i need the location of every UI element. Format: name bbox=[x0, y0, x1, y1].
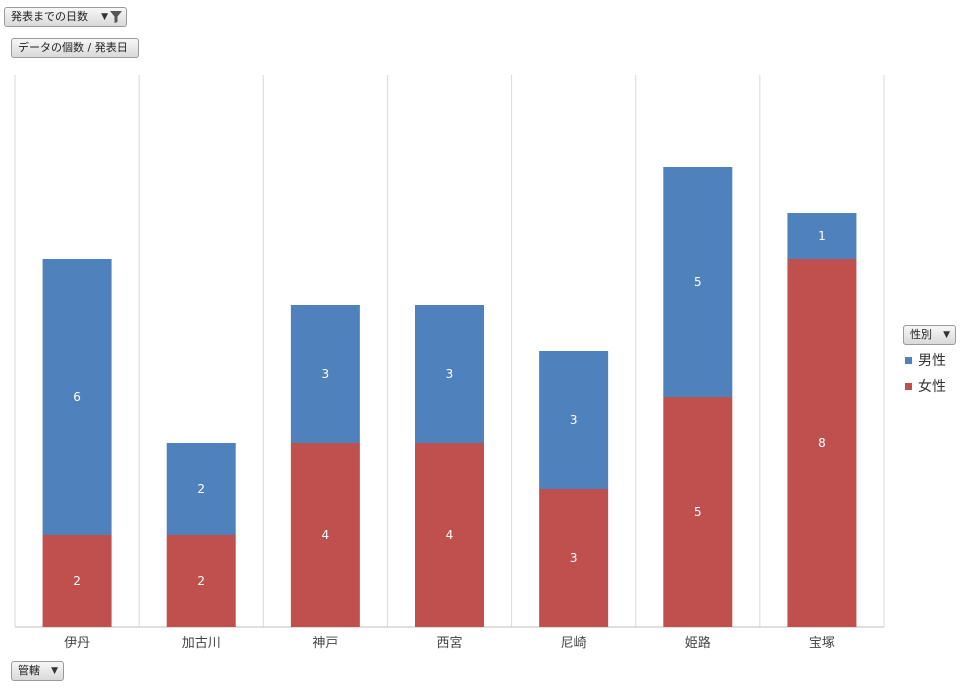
bar-segment bbox=[539, 489, 609, 627]
legend-field-label: 性別 bbox=[910, 328, 932, 341]
legend-swatch bbox=[905, 356, 912, 364]
values-field-label: データの個数 / 発表日 bbox=[18, 41, 128, 54]
legend-item: 女性 bbox=[905, 373, 946, 399]
x-tick-label: 宝塚 bbox=[809, 636, 835, 651]
axis-field-button[interactable]: 管轄 ▼ bbox=[11, 661, 64, 681]
bar-segment bbox=[539, 351, 609, 489]
x-tick-label: 西宮 bbox=[436, 635, 462, 651]
data-label: 3 bbox=[570, 413, 578, 427]
chart-data-labels: 2 6 2 2 4 3 4 3 3 3 5 5 8 1 bbox=[73, 229, 825, 588]
data-label: 8 bbox=[818, 436, 826, 450]
report-filter-button[interactable]: 発表までの日数 ▼ bbox=[4, 7, 127, 27]
data-label: 3 bbox=[322, 367, 330, 381]
bar-segment bbox=[290, 443, 360, 627]
chart-bars bbox=[42, 167, 857, 627]
data-label: 2 bbox=[197, 482, 205, 496]
bar-segment bbox=[42, 535, 112, 627]
values-field-button[interactable]: データの個数 / 発表日 bbox=[11, 38, 139, 58]
filter-funnel-icon bbox=[110, 11, 122, 23]
data-label: 5 bbox=[694, 275, 702, 289]
legend-swatch bbox=[905, 382, 912, 390]
x-tick-label: 伊丹 bbox=[64, 636, 90, 651]
bar-segment bbox=[663, 167, 733, 397]
data-label: 2 bbox=[73, 574, 81, 588]
x-tick-label: 神戸 bbox=[312, 636, 338, 651]
data-label: 6 bbox=[73, 390, 81, 404]
chart-legend: 男性 女性 bbox=[905, 347, 946, 399]
data-label: 2 bbox=[197, 574, 205, 588]
x-tick-label: 加古川 bbox=[182, 636, 221, 651]
report-filter-label: 発表までの日数 bbox=[11, 10, 88, 23]
chevron-down-icon: ▼ bbox=[943, 330, 950, 340]
data-label: 4 bbox=[446, 528, 454, 542]
legend-label: 男性 bbox=[918, 353, 946, 369]
data-label: 3 bbox=[570, 551, 578, 565]
bar-segment bbox=[787, 213, 857, 259]
data-label: 4 bbox=[322, 528, 330, 542]
chart-x-axis-ticks: 伊丹 加古川 神戸 西宮 尼崎 姫路 宝塚 bbox=[64, 635, 835, 651]
data-label: 1 bbox=[818, 229, 826, 243]
bar-segment bbox=[166, 443, 236, 535]
bar-segment bbox=[290, 305, 360, 443]
bar-segment bbox=[787, 259, 857, 627]
legend-label: 女性 bbox=[918, 379, 946, 395]
bar-segment bbox=[663, 397, 733, 627]
x-tick-label: 尼崎 bbox=[561, 636, 587, 651]
bar-segment bbox=[415, 443, 484, 627]
bar-segment bbox=[42, 259, 112, 535]
axis-field-label: 管轄 bbox=[18, 664, 40, 677]
chevron-down-icon: ▼ bbox=[101, 12, 108, 22]
legend-item: 男性 bbox=[905, 347, 946, 373]
chevron-down-icon: ▼ bbox=[51, 666, 58, 676]
data-label: 5 bbox=[694, 505, 702, 519]
chart-grid bbox=[14, 75, 885, 628]
x-tick-label: 姫路 bbox=[685, 635, 711, 651]
data-label: 3 bbox=[446, 367, 454, 381]
bar-segment bbox=[415, 305, 484, 443]
legend-field-button[interactable]: 性別 ▼ bbox=[903, 325, 956, 345]
bar-segment bbox=[166, 535, 236, 627]
